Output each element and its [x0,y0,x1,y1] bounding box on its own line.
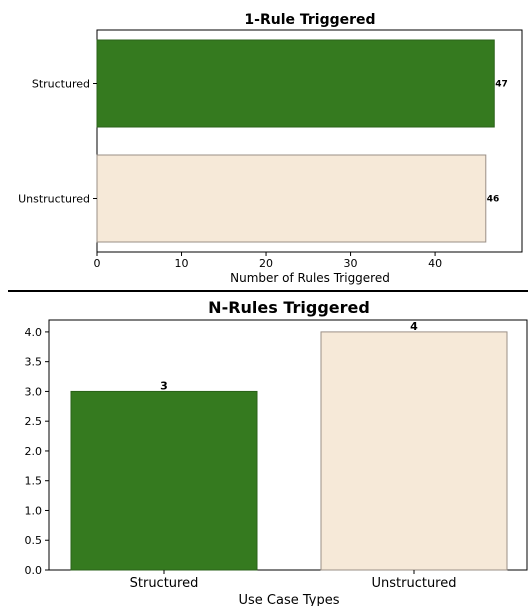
chart-2-plot-frame [48,319,528,571]
chart-1-bars: 47 46 [96,39,508,243]
y-tick-label: 0.5 [25,534,43,547]
y-tick-label-unstructured: Unstructured [18,193,90,206]
x-tick-label: 20 [259,257,273,270]
chart-1-x-axis-label: Number of Rules Triggered [230,271,390,285]
x-tick-label: 0 [94,257,101,270]
bar-structured [96,39,495,128]
y-tick-label: 2.5 [25,415,43,428]
y-tick-label: 3.0 [25,385,43,398]
y-tick-label: 3.5 [25,356,43,369]
chart-1-title: 1-Rule Triggered [244,12,375,28]
x-tick-label: 30 [344,257,358,270]
chart-2-title: N-Rules Triggered [208,298,370,317]
chart-1-rule-triggered: 1-Rule Triggered 47 46 0 10 20 30 40 Structur… [18,12,523,285]
y-tick-label: 1.0 [25,504,43,517]
chart-2-x-axis: Structured Unstructured [130,570,457,591]
chart-1-y-axis: Structured Unstructured [18,78,97,206]
chart-1-plot-frame [96,29,523,253]
chart-2-bars: 34 [70,320,508,571]
data-label-structured: 3 [160,379,168,392]
data-label-structured: 47 [495,80,508,90]
y-tick-label: 1.5 [25,475,43,488]
y-tick-label: 2.0 [25,445,43,458]
data-label-unstructured: 4 [410,320,418,333]
y-tick-label: 4.0 [25,326,43,339]
chart-1-x-axis: 0 10 20 30 40 [94,252,442,270]
chart-2-y-axis: 0.0 0.5 1.0 1.5 2.0 2.5 3.0 3.5 4.0 [25,326,49,577]
y-tick-label-structured: Structured [32,78,90,91]
bar-structured [70,390,258,571]
chart-n-rules-triggered: N-Rules Triggered 34 Structured Unstructu… [25,298,528,606]
data-label-unstructured: 46 [487,195,500,205]
x-tick-label-unstructured: Unstructured [371,576,456,591]
x-tick-label-structured: Structured [130,576,199,591]
bar-unstructured [96,154,487,243]
y-tick-label: 0.0 [25,564,43,577]
x-tick-label: 40 [428,257,442,270]
bar-unstructured [320,331,508,571]
chart-2-x-axis-label: Use Case Types [239,593,340,606]
x-tick-label: 10 [175,257,189,270]
